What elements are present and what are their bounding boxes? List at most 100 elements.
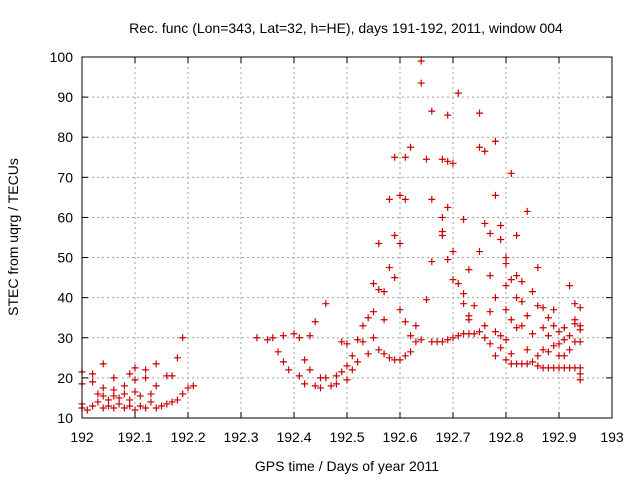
data-point xyxy=(354,358,362,366)
data-point xyxy=(168,372,176,380)
data-point xyxy=(147,390,155,398)
y-tick-label: 30 xyxy=(57,330,73,346)
data-point xyxy=(428,258,436,266)
data-point xyxy=(576,322,584,330)
data-point xyxy=(438,155,446,163)
data-point xyxy=(295,334,303,342)
data-point xyxy=(152,382,160,390)
data-point xyxy=(491,294,499,302)
data-point xyxy=(571,316,579,324)
data-point xyxy=(417,57,425,65)
data-point xyxy=(518,322,526,330)
data-point xyxy=(184,384,192,392)
x-tick-label: 192.1 xyxy=(117,429,152,445)
data-point xyxy=(454,280,462,288)
data-point xyxy=(438,227,446,235)
data-point xyxy=(274,348,282,356)
data-point xyxy=(317,384,324,392)
data-point xyxy=(502,356,510,364)
data-point xyxy=(491,352,499,360)
data-point xyxy=(444,157,452,165)
data-point xyxy=(481,322,489,330)
data-point xyxy=(147,398,155,406)
data-point xyxy=(566,346,574,354)
data-point xyxy=(142,404,150,412)
data-point xyxy=(412,338,420,346)
data-point xyxy=(576,364,584,372)
data-point xyxy=(444,256,452,264)
data-point xyxy=(99,392,107,400)
axis-ticks xyxy=(81,56,613,419)
x-tick-label: 192.8 xyxy=(488,429,523,445)
data-point xyxy=(131,388,139,396)
data-point xyxy=(491,328,499,336)
data-point xyxy=(507,316,515,324)
data-point xyxy=(428,195,436,203)
data-point xyxy=(264,336,271,344)
chart-title: Rec. func (Lon=343, Lat=32, h=HE), days … xyxy=(129,20,563,36)
y-tick-label: 70 xyxy=(57,169,73,185)
data-point xyxy=(322,300,330,308)
data-point xyxy=(163,400,171,408)
data-point xyxy=(544,332,552,340)
data-point xyxy=(83,406,91,414)
data-point xyxy=(507,350,515,358)
data-point xyxy=(518,298,526,306)
data-point xyxy=(497,236,505,244)
data-point xyxy=(449,334,457,342)
data-point xyxy=(481,147,489,155)
data-point xyxy=(131,376,139,384)
data-point xyxy=(502,306,510,314)
data-point xyxy=(412,322,420,330)
data-point xyxy=(401,352,409,360)
data-point xyxy=(396,306,404,314)
data-point xyxy=(555,340,563,348)
data-point xyxy=(391,231,399,239)
data-point xyxy=(476,143,483,151)
data-point xyxy=(539,346,547,354)
data-point xyxy=(529,358,536,366)
data-point xyxy=(449,248,457,256)
y-tick-label: 20 xyxy=(57,370,73,386)
data-point xyxy=(105,402,112,410)
data-point xyxy=(364,350,372,358)
data-point xyxy=(99,384,107,392)
data-point xyxy=(380,316,388,324)
data-point xyxy=(295,372,303,380)
data-point xyxy=(327,382,335,390)
data-point xyxy=(396,356,404,364)
data-point xyxy=(529,288,536,296)
data-point xyxy=(322,374,330,382)
data-point xyxy=(152,360,160,368)
data-point xyxy=(380,288,388,296)
data-point xyxy=(417,336,425,344)
data-point xyxy=(99,404,107,412)
data-point xyxy=(401,153,409,161)
data-point xyxy=(115,400,123,408)
data-point xyxy=(444,203,452,211)
data-point xyxy=(110,392,118,400)
data-point xyxy=(486,272,494,280)
x-tick-label: 193 xyxy=(600,429,624,445)
data-point xyxy=(481,219,489,227)
x-tick-label: 192.7 xyxy=(435,429,470,445)
y-axis-label: STEC from uqrg / TECUs xyxy=(5,158,21,316)
data-point xyxy=(279,358,287,366)
data-point xyxy=(89,370,97,378)
data-point xyxy=(523,207,531,215)
data-point xyxy=(279,332,287,340)
data-point xyxy=(491,191,499,199)
data-point xyxy=(502,254,510,262)
data-point xyxy=(438,213,446,221)
data-point xyxy=(348,352,356,360)
data-point xyxy=(497,221,505,229)
x-tick-label: 192 xyxy=(70,429,94,445)
grid-lines xyxy=(82,57,612,418)
data-point xyxy=(120,382,128,390)
data-point xyxy=(507,169,515,177)
data-point xyxy=(364,314,372,322)
data-point xyxy=(571,300,579,308)
data-point xyxy=(438,338,446,346)
data-point xyxy=(534,302,542,310)
data-point xyxy=(136,392,144,400)
